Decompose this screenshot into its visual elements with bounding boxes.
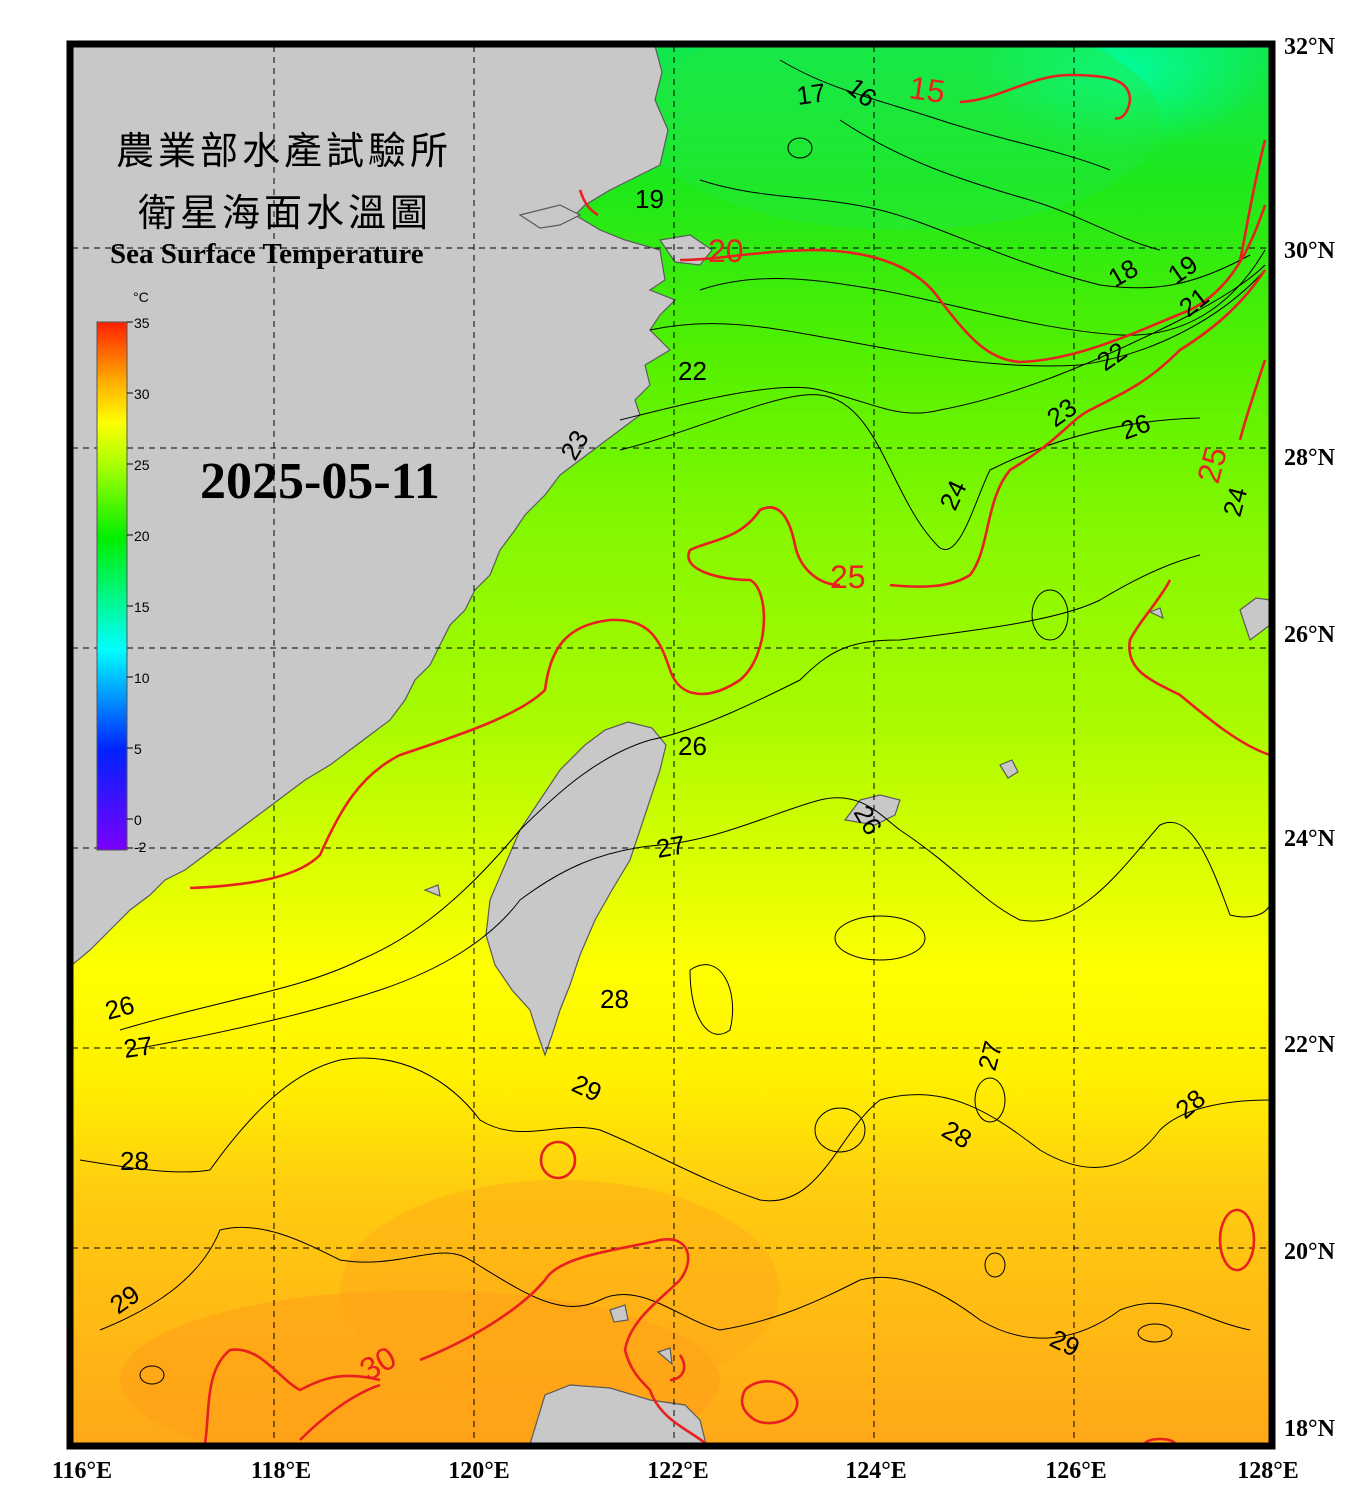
map-frame [66,40,1276,1450]
colorbar-tick-15: 15 [134,599,150,615]
ryukyu-island-2 [999,759,1019,779]
islet-1 [1148,607,1164,620]
isotherm-30-south [669,1354,686,1382]
mainland-china [72,46,677,966]
longitude-labels: 116°E 118°E 120°E 122°E 124°E 126°E 128°… [52,1458,1299,1484]
colorbar-unit: °C [133,289,149,305]
isotherm-15 [959,73,1132,120]
contour-label-20: 20 [708,233,744,269]
colorbar-tick-20: 20 [134,528,150,544]
ryukyu-island-1 [843,794,901,826]
contour-label-19: 19 [635,184,664,214]
lon-label-122: 122°E [647,1458,709,1484]
contour-label-26b: 26 [678,731,707,761]
lat-label-24: 24°N [1284,826,1336,852]
lat-label-18: 18°N [1284,1416,1336,1442]
contour-label-28d: 28 [120,1146,149,1176]
title-english: Sea Surface Temperature [110,238,424,270]
lon-label-124: 124°E [845,1458,907,1484]
lat-label-32: 32°N [1284,34,1336,60]
isotherm-30-west [203,1348,381,1444]
latitude-labels: 32°N 30°N 28°N 26°N 24°N 22°N 20°N 18°N [1284,34,1336,1442]
colorbar-tick-25: 25 [134,457,150,473]
lon-label-120: 120°E [448,1458,510,1484]
colorbar-tick-30: 30 [134,386,150,402]
contour-label-15: 15 [907,69,947,110]
colorbar-tick-minus2: -2 [134,839,147,855]
date-label: 2025-05-11 [200,453,440,510]
luzon-island [529,1384,707,1444]
colorbar-tick-10: 10 [134,670,150,686]
batanes-islet [609,1304,629,1323]
lat-label-22: 22°N [1284,1032,1336,1058]
batanes-islet-2 [656,1347,673,1366]
colorbar-tick-0: 0 [134,812,142,828]
title-chinese-map-name: 衛星海面水溫圖 [138,191,433,235]
contour-label-27: 27 [654,829,688,864]
colorbar-tick-5: 5 [134,741,142,757]
lon-label-116: 116°E [52,1458,112,1484]
isotherm-25-east [1128,579,1270,757]
mainland-estuary [518,204,582,229]
contour-label-28: 28 [600,984,629,1014]
taiwan-island [485,721,667,1057]
contour-label-27b: 27 [122,1030,155,1064]
ryukyu-island-3 [1239,597,1270,641]
minor-isotherms [79,59,1270,1385]
penghu-islet [423,884,441,897]
isotherm-25-north [1238,139,1267,441]
lon-label-128: 128°E [1237,1458,1299,1484]
contour-label-25: 25 [830,559,866,595]
isotherm-25 [189,269,1267,890]
isotherm-20 [578,189,1267,364]
lat-label-30: 30°N [1284,238,1336,264]
lon-label-126: 126°E [1045,1458,1107,1484]
contour-label-17: 17 [795,77,828,111]
colorbar: °C 35 30 25 20 15 10 5 0 -2 [96,289,150,855]
lat-label-28: 28°N [1284,445,1336,471]
isotherm-30 [299,1238,707,1444]
title-chinese-institute: 農業部水產試驗所 [116,129,453,173]
lat-label-20: 20°N [1284,1239,1336,1265]
contour-label-22b: 22 [678,356,707,386]
land [72,46,1270,1444]
lat-label-26: 26°N [1284,622,1336,648]
major-isotherms [189,73,1270,1444]
colorbar-gradient [96,321,128,851]
graticule [72,46,1270,1444]
colorbar-tick-35: 35 [134,315,150,331]
lon-label-118: 118°E [251,1458,311,1484]
